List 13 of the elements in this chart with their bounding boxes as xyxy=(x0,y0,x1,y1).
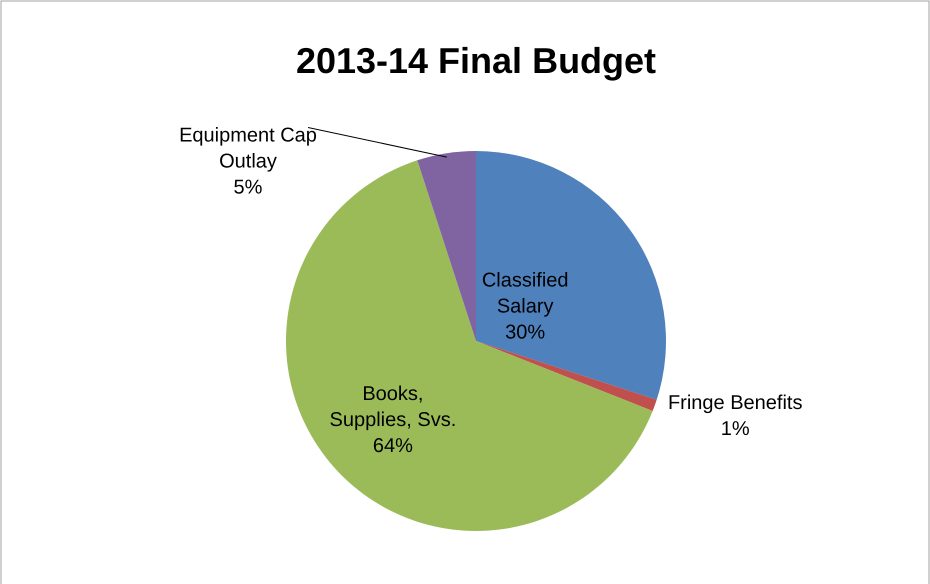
data-label: 5% xyxy=(234,176,263,198)
slice-label: Books, Supplies, Svs. xyxy=(330,383,456,432)
data-label: 30% xyxy=(505,321,546,344)
slice-label: Classified Salary xyxy=(482,269,569,318)
pie-slice xyxy=(286,160,653,531)
pie-slice xyxy=(476,341,657,411)
slice-label: Equipment Cap Outlay xyxy=(179,124,317,172)
pie-slice xyxy=(417,151,476,341)
data-label: 64% xyxy=(372,435,414,458)
chart-title: 2013-14 Final Budget xyxy=(296,40,656,81)
pie-slice xyxy=(476,151,666,400)
slice-label: Fringe Benefits xyxy=(668,392,802,414)
data-label: 1% xyxy=(720,418,750,440)
